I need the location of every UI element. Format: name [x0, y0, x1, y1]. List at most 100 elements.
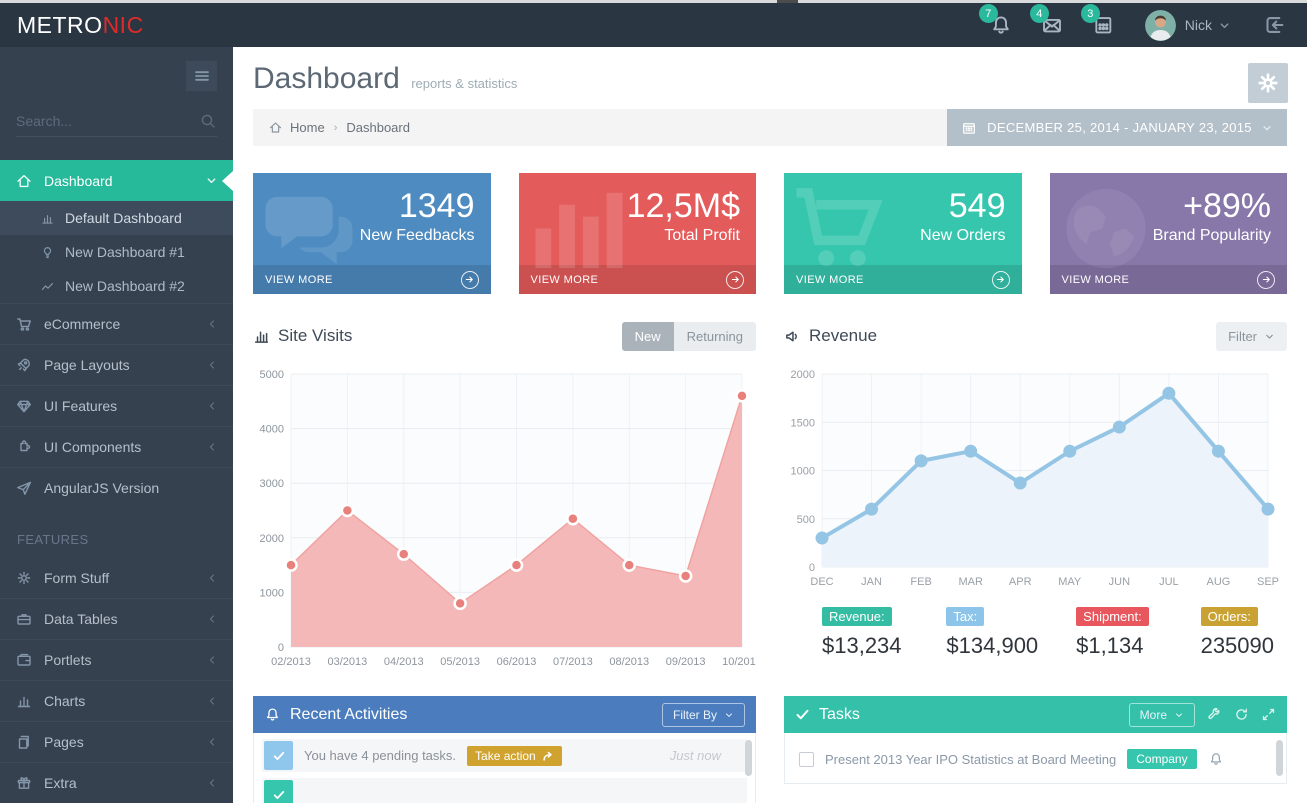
- date-range-picker[interactable]: DECEMBER 25, 2014 - JANUARY 23, 2015: [947, 109, 1287, 146]
- revenue-title: Revenue: [784, 326, 877, 346]
- filter-by-dropdown[interactable]: Filter By: [661, 702, 745, 727]
- tile-new-feedbacks[interactable]: 1349 New Feedbacks VIEW MORE: [253, 173, 491, 294]
- revenue-chart[interactable]: 0 500 1000 1500 2000 DEC JAN FEB MAR APR MAY JUN JUL…: [784, 366, 1282, 591]
- site-visits-chart[interactable]: 0 1000 2000 3000 4000 5000 02/2013 03/2013 04/20…: [253, 366, 756, 671]
- messages-badge: 4: [1029, 4, 1049, 23]
- chevron-left-icon: [206, 359, 218, 371]
- company-badge[interactable]: Company: [1127, 749, 1197, 769]
- scrollbar[interactable]: [1276, 740, 1283, 776]
- site-visits-title: Site Visits: [253, 326, 352, 346]
- notifications-button[interactable]: 7: [978, 4, 1013, 37]
- bar-chart-icon: [15, 692, 33, 710]
- svg-text:09/2013: 09/2013: [666, 656, 706, 668]
- scrollbar[interactable]: [745, 740, 752, 776]
- logout-icon: [1261, 12, 1287, 38]
- sidebar-item-ecommerce[interactable]: eCommerce: [0, 303, 233, 344]
- refresh-icon[interactable]: [1234, 707, 1249, 722]
- sidebar-item-charts[interactable]: Charts: [0, 680, 233, 721]
- gear-icon: [1256, 71, 1280, 95]
- svg-text:02/2013: 02/2013: [271, 656, 311, 668]
- stat-tax: Tax: $134,900: [946, 607, 1039, 658]
- sidebar-item-form-stuff[interactable]: Form Stuff: [0, 557, 233, 598]
- sidebar-item-pages[interactable]: Pages: [0, 721, 233, 762]
- tile-total-profit[interactable]: 12,5M$ Total Profit VIEW MORE: [518, 173, 756, 294]
- breadcrumb-home[interactable]: Home: [290, 120, 325, 135]
- svg-text:5000: 5000: [260, 369, 284, 381]
- task-item[interactable]: Present 2013 Year IPO Statistics at Boar…: [793, 739, 1278, 777]
- dashboard-submenu: Default Dashboard New Dashboard #1 New D…: [0, 201, 233, 303]
- user-menu[interactable]: Nick: [1144, 9, 1231, 41]
- home-icon: [15, 172, 33, 190]
- sidebar-item-portlets[interactable]: Portlets: [0, 639, 233, 680]
- view-more-bar[interactable]: VIEW MORE: [1049, 265, 1287, 294]
- view-more-bar[interactable]: VIEW MORE: [518, 265, 756, 294]
- sidebar-item-new-dashboard-2[interactable]: New Dashboard #2: [0, 269, 233, 303]
- check-icon: [264, 780, 293, 803]
- view-more-bar[interactable]: VIEW MORE: [784, 265, 1022, 294]
- chevron-down-icon: [1264, 331, 1275, 342]
- activity-item[interactable]: You have 4 pending tasks. Take action Ju…: [262, 739, 747, 772]
- sidebar-item-new-dashboard-1[interactable]: New Dashboard #1: [0, 235, 233, 269]
- svg-text:MAY: MAY: [1058, 576, 1082, 588]
- logout-button[interactable]: [1261, 12, 1287, 38]
- sidebar-item-default-dashboard[interactable]: Default Dashboard: [0, 201, 233, 235]
- sidebar-item-dashboard[interactable]: Dashboard: [0, 160, 233, 201]
- window-edge: [0, 0, 1307, 3]
- view-more-bar[interactable]: VIEW MORE: [253, 265, 491, 294]
- sidebar-item-page-layouts[interactable]: Page Layouts: [0, 344, 233, 385]
- svg-text:JAN: JAN: [861, 576, 882, 588]
- page-subtitle: reports & statistics: [411, 76, 518, 91]
- gift-icon: [15, 774, 33, 792]
- task-checkbox[interactable]: [799, 751, 814, 767]
- notifications-badge: 7: [978, 4, 998, 23]
- page-title: Dashboard: [253, 62, 400, 95]
- expand-icon[interactable]: [1261, 707, 1276, 722]
- chevron-left-icon: [206, 695, 218, 707]
- bell-icon: [264, 706, 281, 723]
- sidebar-item-angularjs-version[interactable]: AngularJS Version: [0, 467, 233, 508]
- tile-label: Brand Popularity: [1152, 227, 1271, 244]
- tile-value: +89%: [1183, 187, 1271, 225]
- chat-bubbles-icon: [259, 181, 359, 276]
- messages-button[interactable]: 4: [1029, 4, 1064, 37]
- svg-text:06/2013: 06/2013: [497, 656, 537, 668]
- lightbulb-icon: [40, 245, 55, 260]
- recent-activities-panel: Recent Activities Filter By You have 4 p…: [253, 696, 756, 803]
- tasks-title: Tasks: [795, 706, 860, 724]
- wrench-icon[interactable]: [1207, 707, 1222, 722]
- stat-tiles: 1349 New Feedbacks VIEW MORE 12,5M$ Tota…: [253, 173, 1287, 294]
- sidebar-item-extra[interactable]: Extra: [0, 762, 233, 803]
- toggle-returning[interactable]: Returning: [673, 321, 756, 351]
- paper-plane-icon: [15, 479, 33, 497]
- svg-text:4000: 4000: [260, 424, 284, 436]
- brand-logo[interactable]: METRONIC: [17, 11, 144, 38]
- svg-text:MAR: MAR: [958, 576, 983, 588]
- sidebar-toggler[interactable]: [186, 61, 217, 91]
- chevron-down-icon: [1218, 19, 1231, 32]
- settings-button[interactable]: [1248, 63, 1288, 103]
- tasks-list: Present 2013 Year IPO Statistics at Boar…: [784, 733, 1287, 784]
- tile-new-orders[interactable]: 549 New Orders VIEW MORE: [784, 173, 1022, 294]
- sidebar-item-data-tables[interactable]: Data Tables: [0, 598, 233, 639]
- more-dropdown[interactable]: More: [1128, 702, 1195, 727]
- search-icon[interactable]: [199, 112, 217, 130]
- search-input[interactable]: [16, 112, 199, 129]
- tile-brand-popularity[interactable]: +89% Brand Popularity VIEW MORE: [1049, 173, 1287, 294]
- take-action-button[interactable]: Take action: [467, 745, 562, 766]
- chevron-left-icon: [206, 318, 218, 330]
- svg-text:03/2013: 03/2013: [327, 656, 367, 668]
- svg-text:1000: 1000: [791, 466, 815, 478]
- site-visits-toggle: New Returning: [621, 321, 756, 351]
- arrow-circle-icon: [1257, 270, 1275, 289]
- sidebar-item-ui-features[interactable]: UI Features: [0, 385, 233, 426]
- username: Nick: [1184, 17, 1212, 33]
- stat-revenue: Revenue: $13,234: [822, 607, 902, 658]
- sidebar: Dashboard Default Dashboard New Dashboar…: [0, 47, 233, 803]
- todos-button[interactable]: 3: [1080, 4, 1115, 37]
- revenue-filter-dropdown[interactable]: Filter: [1216, 321, 1287, 351]
- sidebar-item-ui-components[interactable]: UI Components: [0, 426, 233, 467]
- svg-text:2000: 2000: [791, 369, 815, 381]
- toggle-new[interactable]: New: [621, 321, 674, 351]
- svg-text:APR: APR: [1009, 576, 1032, 588]
- activity-item[interactable]: [262, 778, 747, 803]
